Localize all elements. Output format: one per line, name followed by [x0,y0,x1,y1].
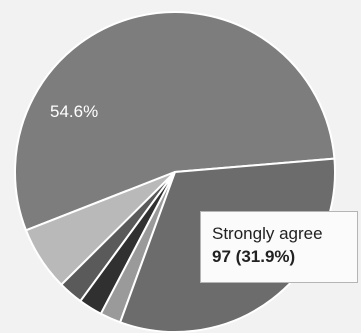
slice-tooltip: Strongly agree 97 (31.9%) [200,211,358,283]
slice-label-54-6: 54.6% [50,102,98,121]
tooltip-value: 97 (31.9%) [212,245,349,269]
tooltip-count: 97 [212,247,231,266]
tooltip-percent: (31.9%) [235,247,296,266]
pie-slice-1[interactable] [14,11,336,232]
tooltip-label: Strongly agree [212,224,323,243]
